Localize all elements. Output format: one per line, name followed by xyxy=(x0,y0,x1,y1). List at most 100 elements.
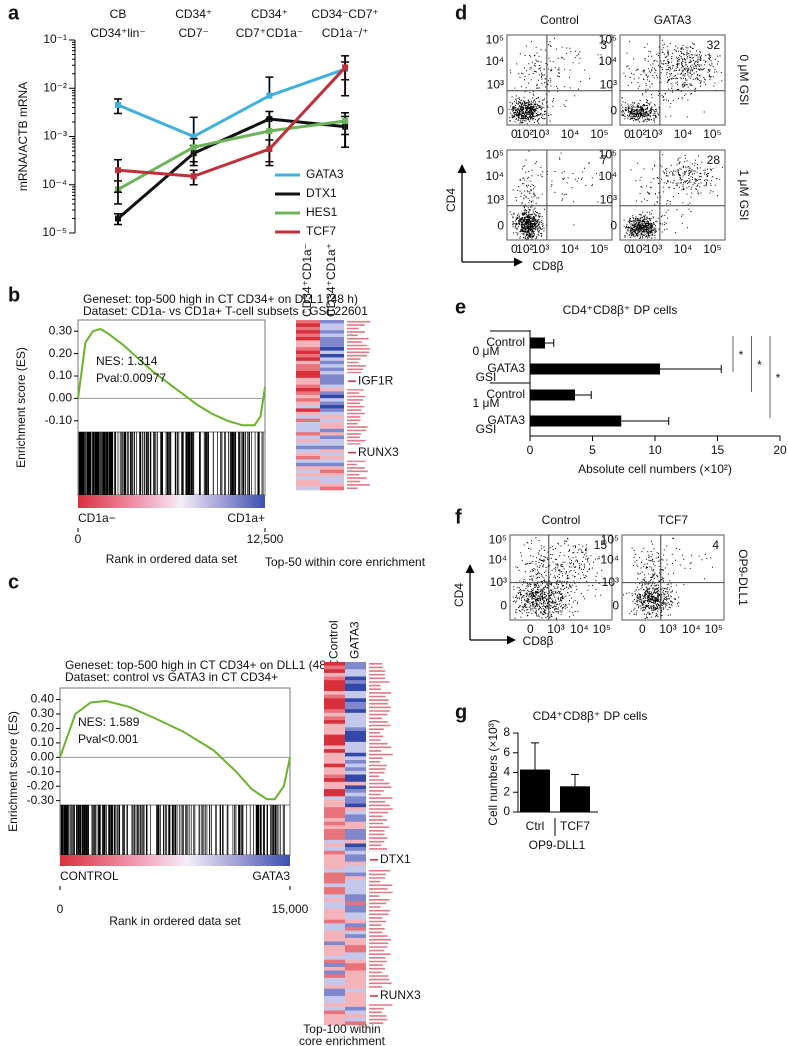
heatmap-cell xyxy=(320,391,344,396)
x-tick-label: 0 xyxy=(624,242,631,256)
x-tick-label: 10⁵ xyxy=(703,242,721,256)
heatmap-cell xyxy=(296,354,320,358)
quadrant-value: 7 xyxy=(600,153,607,167)
gsea-title: Dataset: control vs GATA3 in CT CD34+ xyxy=(65,670,278,684)
heatmap-cell xyxy=(320,364,344,368)
heatmap-cell xyxy=(324,959,345,964)
value-bg xyxy=(590,153,609,168)
heatmap-cell xyxy=(345,796,366,801)
x-tick-label: 10² xyxy=(629,127,646,141)
heatmap-cell xyxy=(320,422,344,426)
heatmap-cell xyxy=(345,669,366,674)
heatmap-cell xyxy=(320,394,344,399)
heatmap-cell xyxy=(296,371,320,375)
heatmap-cell xyxy=(345,858,366,862)
heatmap-cell xyxy=(320,377,344,382)
error-bar xyxy=(571,773,579,787)
heatmap-cell xyxy=(296,425,320,430)
heatmap-cell xyxy=(320,350,344,355)
heatmap-cell xyxy=(324,908,345,913)
heatmap-cell xyxy=(345,974,366,979)
heatmap-cell xyxy=(324,995,345,1000)
bar xyxy=(560,786,590,812)
y-tick-label: 10⁴ xyxy=(488,553,507,567)
heatmap-cell xyxy=(345,948,366,953)
heatmap-cell xyxy=(324,985,345,989)
x-tick-label: 10² xyxy=(516,127,533,141)
heatmap-cell xyxy=(296,330,320,334)
x-tick-label: 5 xyxy=(589,443,596,457)
group-label: 1 μM xyxy=(473,396,500,410)
heatmap-cell xyxy=(320,439,344,443)
heatmap-cell xyxy=(320,408,344,413)
x-tick-label: 10⁴ xyxy=(561,242,580,256)
legend-label: HES1 xyxy=(306,205,338,219)
heatmap-cell xyxy=(324,716,345,721)
heatmap-cell xyxy=(324,796,345,801)
category-label: CD7⁻ xyxy=(179,26,209,40)
heatmap-cell xyxy=(345,956,366,960)
y-tick-label: 10³ xyxy=(487,78,504,92)
heatmap-cell xyxy=(345,850,366,855)
phenotype-label: GATA3 xyxy=(252,869,290,883)
y-tick-label: 10⁻¹ xyxy=(43,32,67,46)
heatmap-cell xyxy=(345,908,366,913)
heatmap-cell xyxy=(345,883,366,888)
column-title: Control xyxy=(540,13,579,27)
x-tick-label: Ctrl xyxy=(526,819,545,833)
heatmap-cell xyxy=(296,357,320,362)
y-tick-label: 0.20 xyxy=(31,721,55,735)
category-label: CD7⁺CD1a⁻ xyxy=(236,26,303,40)
heatmap-cell xyxy=(320,381,344,385)
phenotype-label: CD1a− xyxy=(78,511,116,525)
y-axis-label: CD4 xyxy=(444,188,458,212)
legend-label: DTX1 xyxy=(306,186,337,200)
heatmap-cell xyxy=(324,672,345,677)
heatmap-cell xyxy=(296,486,320,491)
heatmap-cell xyxy=(320,459,344,464)
x-tick-label: 0 xyxy=(639,622,646,636)
y-axis-label: mRNA/ACTB mRNA xyxy=(16,82,30,191)
panel-label: f xyxy=(455,506,462,528)
heatmap-cell xyxy=(345,981,366,986)
x-axis-label: Rank in ordered data set xyxy=(106,552,238,566)
heatmap-cell xyxy=(324,883,345,888)
plot-frame xyxy=(621,534,725,621)
gene-label: RUNX3 xyxy=(380,988,421,1002)
heatmap-cell xyxy=(324,669,345,674)
heatmap-cell xyxy=(345,836,366,841)
plot-frame xyxy=(506,34,613,126)
y-tick-label: 8 xyxy=(503,725,510,739)
gene-names xyxy=(369,663,393,1024)
x-axis-label: CD8β xyxy=(533,259,564,273)
heatmap-cell xyxy=(324,836,345,841)
heatmap-cell xyxy=(324,814,345,819)
heatmap-cell xyxy=(345,872,366,877)
heatmap-cell xyxy=(345,741,366,746)
marker xyxy=(190,133,197,140)
heatmap-cell xyxy=(324,879,345,884)
heatmap-cell xyxy=(324,887,345,891)
heatmap-cell xyxy=(345,894,366,899)
heatmap-cell xyxy=(320,354,344,358)
heatmap-cell xyxy=(320,456,344,460)
gsea-title: Geneset: top-500 high in CT CD34+ on DLL… xyxy=(83,292,358,306)
heatmap-cell xyxy=(324,680,345,685)
panel-label: d xyxy=(455,2,467,24)
heatmap-cell xyxy=(324,694,345,699)
series-line xyxy=(117,66,347,178)
heatmap-cell xyxy=(320,323,344,328)
pval: Pval<0.001 xyxy=(78,732,139,746)
heatmap-cell xyxy=(345,937,366,942)
y-tick-label: 0 xyxy=(610,219,617,233)
nes: NES: 1.314 xyxy=(96,354,158,368)
heatmap-cell xyxy=(345,876,366,881)
heatmap-cell xyxy=(324,760,345,764)
heatmap-cell xyxy=(345,752,366,757)
heatmap-cell xyxy=(324,756,345,761)
y-tick-label: -0.20 xyxy=(27,778,55,792)
heatmap-cell xyxy=(345,963,366,968)
y-tick-label: 10⁴ xyxy=(485,54,504,68)
error-bar xyxy=(621,417,670,425)
heatmap-cell xyxy=(324,930,345,935)
